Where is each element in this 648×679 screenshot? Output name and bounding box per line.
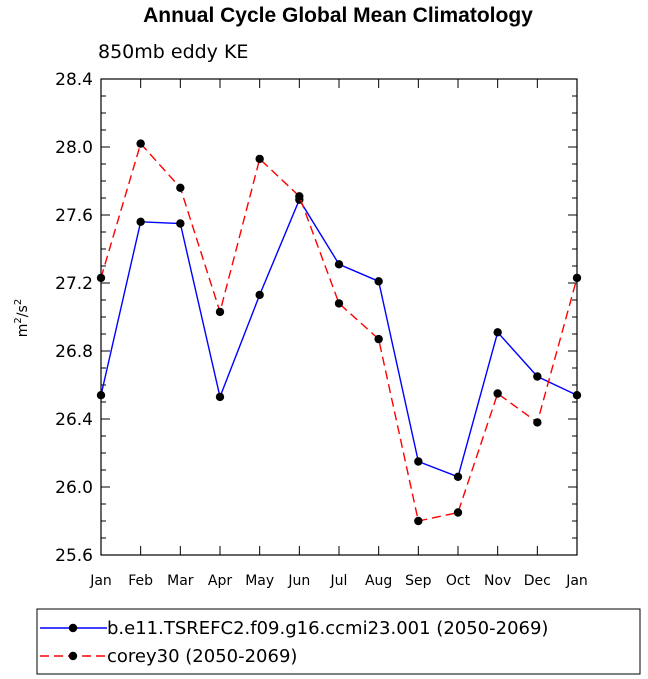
y-axis-label-exp2: 2 xyxy=(13,299,24,305)
series-2 xyxy=(96,139,582,526)
x-tick-label: Nov xyxy=(484,573,511,589)
data-point xyxy=(414,516,423,526)
x-tick-label: Oct xyxy=(446,573,471,589)
x-tick-label: Jul xyxy=(330,573,348,589)
y-tick-label: 27.2 xyxy=(55,274,93,294)
plot-frame xyxy=(100,78,578,556)
data-point xyxy=(374,277,383,286)
data-point xyxy=(414,457,423,466)
y-tick-label: 26.4 xyxy=(55,410,93,430)
y-axis-label-mid: /s xyxy=(15,305,31,317)
y-axis-label-base: m xyxy=(15,324,31,338)
y-tick-label: 26.8 xyxy=(55,342,93,362)
data-point xyxy=(334,299,344,308)
x-tick-label: Jan xyxy=(565,573,588,589)
data-point xyxy=(533,372,542,381)
x-tick-label: Jun xyxy=(287,573,310,589)
plot-area: 25.6 26.0 26.4 26.8 27.2 27.6 28.0 28.4 Jan Feb Ma… xyxy=(55,70,588,589)
y-tick-label: 27.6 xyxy=(55,206,93,226)
data-point xyxy=(136,217,145,226)
data-point xyxy=(255,154,264,164)
chart-title: Annual Cycle Global Mean Climatology xyxy=(143,4,533,27)
x-tick-label: Jan xyxy=(89,573,112,589)
y-axis-label-exp1: 2 xyxy=(13,317,24,323)
legend-entry: corey30 (2050-2069) xyxy=(40,646,297,667)
legend-entry: b.e11.TSREFC2.f09.g16.ccmi23.001 (2050-2… xyxy=(40,618,548,639)
x-tick-label: Feb xyxy=(128,573,153,589)
data-point xyxy=(255,290,264,300)
x-tick-label: Mar xyxy=(167,573,194,589)
series-layer xyxy=(96,139,582,526)
legend-label: corey30 (2050-2069) xyxy=(107,646,297,667)
chart-subtitle: 850mb eddy KE xyxy=(98,41,248,63)
series-line xyxy=(100,142,578,522)
data-point xyxy=(176,183,185,192)
data-point xyxy=(493,389,502,398)
data-point xyxy=(453,508,463,517)
data-point xyxy=(493,328,502,337)
data-point xyxy=(96,273,106,283)
x-tick-label: Sep xyxy=(405,573,432,589)
y-axis-label: m2/s2 xyxy=(13,299,31,337)
data-point xyxy=(453,472,463,481)
data-point xyxy=(374,334,383,344)
legend-box xyxy=(36,608,641,675)
data-point xyxy=(334,260,344,269)
x-tick-label: Aug xyxy=(365,573,392,589)
y-tick-label: 28.4 xyxy=(55,70,93,90)
data-point xyxy=(572,273,582,283)
data-point xyxy=(176,219,185,228)
x-tick-label: Apr xyxy=(208,573,232,589)
series-line xyxy=(100,198,578,478)
legend-label: b.e11.TSREFC2.f09.g16.ccmi23.001 (2050-2… xyxy=(107,618,548,639)
y-tick-label: 25.6 xyxy=(55,546,93,566)
data-point xyxy=(295,192,304,201)
data-point xyxy=(572,391,582,400)
legend-marker xyxy=(68,651,78,661)
y-tick-label: 28.0 xyxy=(55,138,93,158)
legend: b.e11.TSREFC2.f09.g16.ccmi23.001 (2050-2… xyxy=(36,608,641,675)
data-point xyxy=(136,139,145,148)
series-1 xyxy=(96,195,582,481)
data-point xyxy=(215,307,225,317)
data-point xyxy=(96,391,106,400)
y-tick-label: 26.0 xyxy=(55,478,93,498)
data-point xyxy=(533,418,542,427)
x-tick-label: May xyxy=(245,573,274,589)
data-point xyxy=(215,392,225,402)
x-tick-label: Dec xyxy=(524,573,551,589)
legend-marker xyxy=(68,623,78,633)
